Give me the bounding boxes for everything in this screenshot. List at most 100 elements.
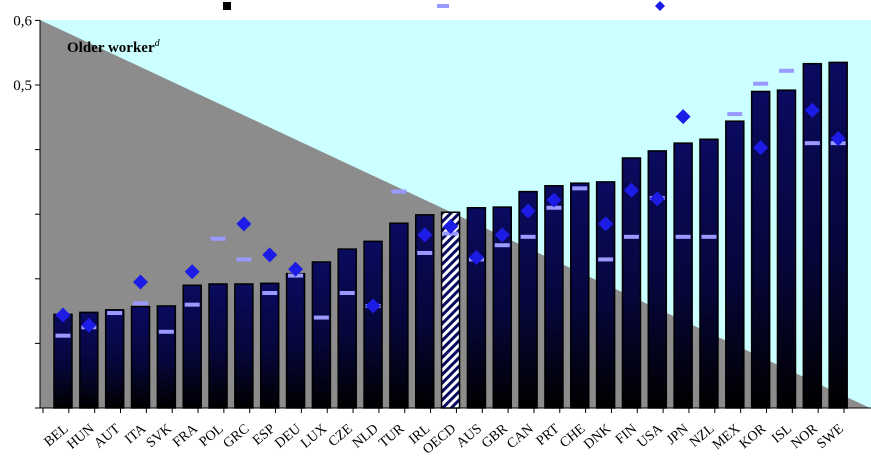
- diamond-marker-nor: [804, 102, 820, 118]
- bar-aus: [466, 206, 487, 409]
- x-tick-label-gbr: GBR: [479, 421, 511, 451]
- x-tick-label-tur: TUR: [376, 421, 408, 451]
- dash-marker-mex: [727, 112, 743, 117]
- diamond-marker-fra: [184, 264, 200, 280]
- bar-ita: [130, 305, 151, 409]
- bar-series: [53, 61, 848, 409]
- bar-lux: [311, 261, 332, 409]
- bar-prt: [544, 185, 564, 409]
- x-tick-label-nor: NOR: [789, 421, 822, 452]
- legend-dash-swatch: [437, 4, 449, 8]
- x-tick-label-jpn: JPN: [664, 422, 692, 449]
- bar-tur: [389, 222, 409, 409]
- dash-marker-fin: [623, 234, 639, 239]
- x-tick-label-nld: NLD: [350, 422, 382, 452]
- bar-dnk: [595, 181, 616, 409]
- dash-marker-esp: [262, 291, 278, 296]
- dash-marker-fra: [184, 302, 200, 307]
- x-tick-label-bel: BEL: [42, 422, 72, 450]
- dash-marker-pol: [210, 236, 226, 241]
- dash-marker-lux: [313, 315, 329, 320]
- dash-marker-cze: [339, 291, 355, 296]
- diamond-marker-can: [520, 203, 536, 219]
- y-tick-label: 0,6: [13, 13, 32, 29]
- dash-marker-aut: [107, 311, 123, 316]
- x-tick-label-cze: CZE: [326, 422, 356, 450]
- diamond-marker-usa: [649, 191, 665, 207]
- bar-jpn: [673, 142, 693, 409]
- bar-bel: [53, 313, 73, 409]
- bar-isl: [776, 89, 797, 409]
- diamond-marker-oecd: [443, 218, 459, 234]
- diamond-marker-gbr: [494, 227, 510, 243]
- diamond-marker-bel: [55, 307, 71, 323]
- dash-marker-tur: [391, 189, 407, 194]
- dash-marker-svk: [158, 329, 174, 334]
- dash-marker-gbr: [494, 243, 510, 248]
- dash-marker-can: [520, 234, 536, 239]
- x-tick-label-kor: KOR: [737, 421, 770, 452]
- dash-marker-irl: [417, 250, 433, 255]
- bar-nld: [363, 240, 383, 409]
- bar-grc: [234, 283, 254, 409]
- x-tick-label-swe: SWE: [814, 422, 846, 452]
- legend-diamond-swatch: [655, 1, 665, 11]
- bar-irl: [414, 214, 435, 409]
- x-tick-label-hun: HUN: [65, 422, 98, 453]
- bar-mex: [725, 120, 745, 409]
- dash-marker-kor: [753, 81, 769, 86]
- x-tick-label-svk: SVK: [144, 422, 175, 451]
- dash-marker-jpn: [675, 234, 691, 239]
- x-tick-label-pol: POL: [197, 422, 227, 450]
- diamond-marker-prt: [546, 192, 562, 208]
- bar-esp: [259, 282, 280, 409]
- x-tick-label-deu: DEU: [272, 422, 304, 452]
- bar-swe: [828, 61, 848, 409]
- bar-deu: [285, 272, 306, 409]
- diamond-marker-aus: [468, 249, 484, 265]
- x-tick-label-grc: GRC: [221, 422, 253, 452]
- diamond-marker-irl: [417, 227, 433, 243]
- annotation-older-worker: Older workerd: [67, 38, 161, 56]
- x-tick-label-aut: AUT: [92, 421, 124, 451]
- diamond-marker-esp: [262, 247, 278, 263]
- diamond-marker-fin: [623, 182, 639, 198]
- dash-marker-nzl: [701, 234, 717, 239]
- bar-kor: [750, 90, 771, 409]
- bar-pol: [208, 283, 228, 409]
- bar-oecd: [440, 211, 461, 409]
- diamond-marker-nld: [365, 298, 381, 314]
- legend: [223, 1, 665, 11]
- x-tick-label-can: CAN: [504, 422, 536, 452]
- diamond-marker-grc: [236, 216, 252, 232]
- dash-marker-nor: [804, 141, 820, 146]
- dash-marker-prt: [546, 205, 562, 210]
- x-tick-label-mex: MEX: [710, 422, 743, 453]
- x-tick-label-lux: LUX: [298, 422, 330, 452]
- dash-marker-dnk: [598, 257, 614, 262]
- bar-aut: [104, 309, 125, 409]
- bar-cze: [337, 248, 357, 409]
- diamond-series: [55, 102, 846, 333]
- x-tick-label-fra: FRA: [170, 421, 201, 451]
- x-tick-label-prt: PRT: [534, 421, 563, 449]
- dash-marker-che: [572, 186, 588, 191]
- bar-usa: [647, 150, 668, 409]
- bar-che: [570, 182, 590, 409]
- dash-marker-isl: [778, 68, 794, 73]
- bar-svk: [156, 305, 177, 409]
- diamond-marker-deu: [288, 261, 304, 277]
- diamond-marker-ita: [133, 274, 149, 290]
- bar-can: [518, 190, 538, 409]
- dash-marker-bel: [55, 333, 71, 338]
- x-tick-label-dnk: DNK: [581, 422, 614, 453]
- x-tick-label-ita: ITA: [122, 421, 149, 447]
- diamond-marker-dnk: [598, 216, 614, 232]
- x-tick-label-aus: AUS: [454, 422, 485, 451]
- x-tick-label-usa: USA: [635, 421, 667, 451]
- bar-nzl: [699, 138, 719, 409]
- dash-marker-ita: [133, 301, 149, 306]
- legend-bar-swatch: [223, 2, 231, 10]
- diamond-marker-jpn: [675, 109, 691, 125]
